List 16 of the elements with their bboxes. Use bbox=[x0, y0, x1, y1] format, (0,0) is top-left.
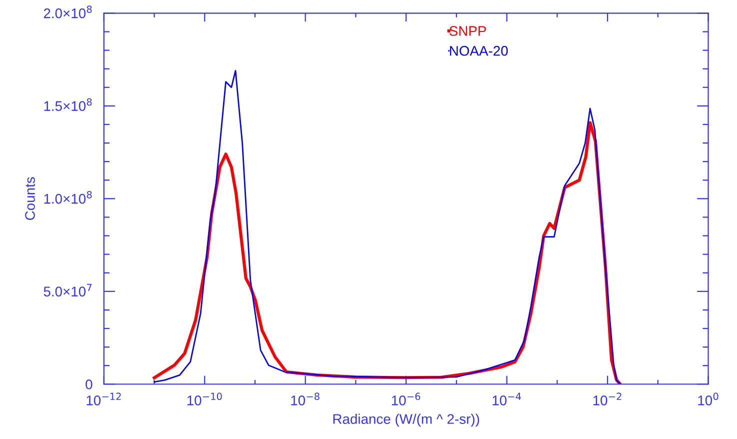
y-tick-label: 1.5×10$^{8}$ bbox=[44, 98, 92, 111]
x-tick-label: 10$^{−12}$ bbox=[86, 392, 121, 406]
y-tick-label: 1.0×10$^{8}$ bbox=[44, 191, 92, 204]
y-tick-label: 2.0×10$^{8}$ bbox=[44, 6, 92, 18]
y-tick-label: 0 bbox=[86, 379, 92, 390]
legend-label: SNPP bbox=[450, 26, 486, 36]
x-tick-label: 10$^{−2}$ bbox=[593, 392, 622, 406]
x-tick-label: 10$^{−8}$ bbox=[291, 392, 320, 406]
x-tick-label: 10$^{0}$ bbox=[698, 392, 718, 406]
x-axis-title: Radiance (W/(m ^ 2-sr)) bbox=[333, 414, 480, 427]
y-tick-label: 5.0×10$^{7}$ bbox=[44, 284, 92, 296]
x-tick-label: 10$^{−6}$ bbox=[392, 392, 420, 406]
y-axis-title: Counts bbox=[25, 177, 35, 220]
x-tick-label: 10$^{−4}$ bbox=[492, 392, 521, 406]
legend-label: NOAA-20 bbox=[450, 46, 508, 56]
x-tick-label: 10$^{−10}$ bbox=[187, 392, 222, 406]
